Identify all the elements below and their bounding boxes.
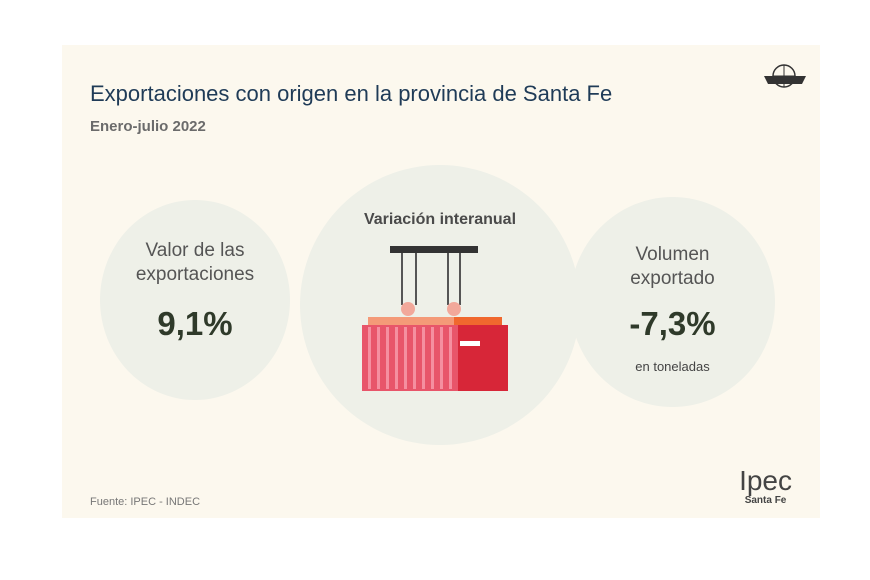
center-circle (300, 165, 580, 445)
ship-globe-icon (764, 64, 806, 88)
right-note: en toneladas (635, 359, 710, 374)
page-title: Exportaciones con origen en la provincia… (90, 81, 613, 106)
left-value: 9,1% (157, 305, 233, 342)
ipec-logo: Ipec Santa Fe (739, 465, 792, 507)
right-circle (570, 197, 775, 407)
center-label: Variación interanual (363, 211, 517, 228)
page-subtitle: Enero-julio 2022 (90, 118, 206, 135)
container-crane-illustration (362, 246, 508, 391)
infographic-card: Exportaciones con origen en la provincia… (62, 45, 820, 518)
right-label: Volumen exportado (630, 244, 715, 289)
left-circle (100, 200, 290, 400)
source-note: Fuente: IPEC - INDEC (90, 496, 201, 508)
left-label: Valor de las exportaciones (135, 240, 255, 285)
right-value: -7,3% (629, 305, 716, 342)
